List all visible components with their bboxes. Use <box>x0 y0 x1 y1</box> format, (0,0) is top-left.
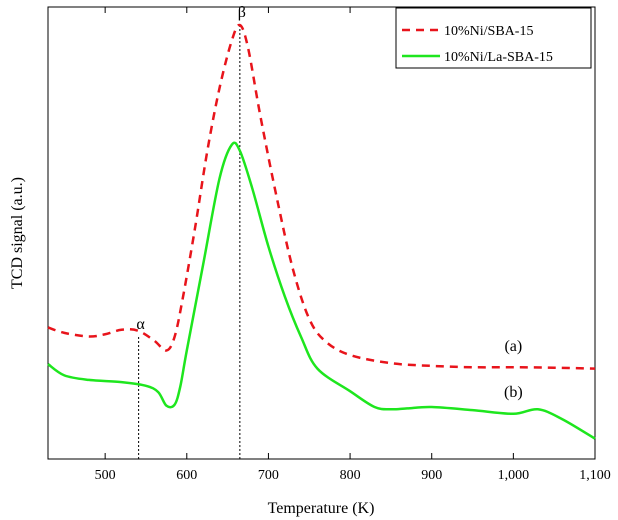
x-tick-label: 500 <box>95 468 116 483</box>
x-tick-label: 600 <box>176 468 197 483</box>
legend-label-series-a: 10%Ni/SBA-15 <box>444 24 533 39</box>
x-tick-label: 800 <box>340 468 361 483</box>
x-tick-label: 700 <box>258 468 279 483</box>
x-tick-label: 1,000 <box>498 468 530 483</box>
x-tick-label: 900 <box>421 468 442 483</box>
x-axis-title: Temperature (K) <box>268 500 375 517</box>
legend-label-series-b: 10%Ni/La-SBA-15 <box>444 50 553 65</box>
annotation-label: β <box>238 4 246 21</box>
legend: 10%Ni/SBA-15 10%Ni/La-SBA-15 <box>395 7 592 69</box>
legend-box <box>395 7 592 69</box>
series-line-a <box>47 23 596 370</box>
plot-frame <box>47 6 596 460</box>
x-tick-label: 1,100 <box>579 468 611 483</box>
annotation-label: α <box>136 316 145 333</box>
y-axis-title: TCD signal (a.u.) <box>9 177 26 289</box>
annotation-label: (a) <box>504 338 522 355</box>
annotation-label: (b) <box>504 384 523 401</box>
series-line-b <box>47 141 596 440</box>
